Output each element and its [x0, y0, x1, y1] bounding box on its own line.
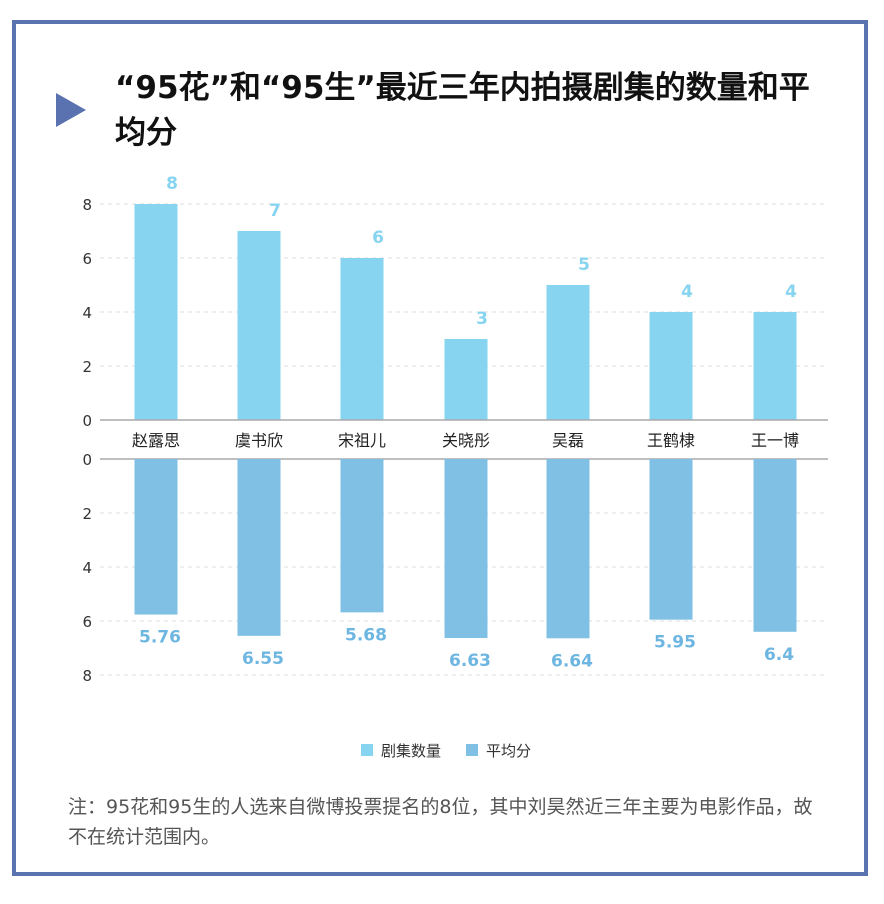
upper-y-tick-label: 2 — [82, 358, 92, 376]
category-label: 关晓彤 — [442, 431, 490, 450]
upper-y-tick-label: 4 — [82, 304, 92, 322]
upper-y-tick-label: 6 — [82, 250, 92, 268]
count-bar — [546, 285, 590, 420]
category-label: 王一博 — [751, 431, 799, 450]
score-bar — [444, 459, 488, 639]
category-label: 赵露思 — [132, 431, 180, 450]
title-triangle-icon — [56, 93, 86, 127]
score-data-label: 5.95 — [654, 633, 696, 653]
lower-y-tick-label: 0 — [82, 451, 92, 469]
count-bar — [237, 231, 281, 420]
upper-y-tick-label: 8 — [82, 196, 92, 214]
legend-swatch-count — [361, 744, 373, 756]
category-label: 虞书欣 — [235, 431, 283, 450]
category-label: 王鹤棣 — [647, 431, 695, 450]
count-data-label: 6 — [372, 228, 384, 248]
score-bar — [340, 459, 384, 613]
score-bar — [546, 459, 590, 639]
upper-y-tick-label: 0 — [82, 412, 92, 430]
lower-y-tick-label: 4 — [82, 559, 92, 577]
chart-title: “95花”和“95生”最近三年内拍摄剧集的数量和平均分 — [115, 70, 810, 151]
count-data-label: 7 — [269, 201, 281, 221]
score-bar — [134, 459, 178, 615]
count-data-label: 8 — [166, 174, 178, 194]
lower-y-tick-label: 2 — [82, 505, 92, 523]
score-data-label: 6.4 — [764, 645, 794, 665]
count-data-label: 5 — [578, 255, 590, 275]
score-data-label: 6.55 — [242, 649, 284, 669]
legend-swatch-score — [466, 744, 478, 756]
lower-y-tick-label: 6 — [82, 613, 92, 631]
count-data-label: 3 — [476, 309, 488, 329]
category-label: 宋祖儿 — [338, 431, 386, 450]
score-bar — [237, 459, 281, 636]
count-bar — [753, 312, 797, 420]
chart-frame — [12, 20, 868, 876]
lower-y-tick-label: 8 — [82, 667, 92, 685]
score-data-label: 5.76 — [139, 628, 181, 648]
score-data-label: 6.63 — [449, 651, 491, 671]
score-bar — [753, 459, 797, 632]
legend-label-count: 剧集数量 — [381, 742, 441, 760]
count-bar — [134, 204, 178, 420]
legend-label-score: 平均分 — [486, 742, 531, 760]
count-data-label: 4 — [785, 282, 797, 302]
count-bar — [340, 258, 384, 420]
score-data-label: 6.64 — [551, 651, 593, 671]
score-data-label: 5.68 — [345, 625, 387, 645]
footnote: 注：95花和95生的人选来自微博投票提名的8位，其中刘昊然近三年主要为电影作品，… — [68, 796, 813, 848]
category-label: 吴磊 — [552, 431, 584, 450]
count-bar — [444, 339, 488, 420]
count-data-label: 4 — [681, 282, 693, 302]
count-bar — [649, 312, 693, 420]
score-bar — [649, 459, 693, 620]
